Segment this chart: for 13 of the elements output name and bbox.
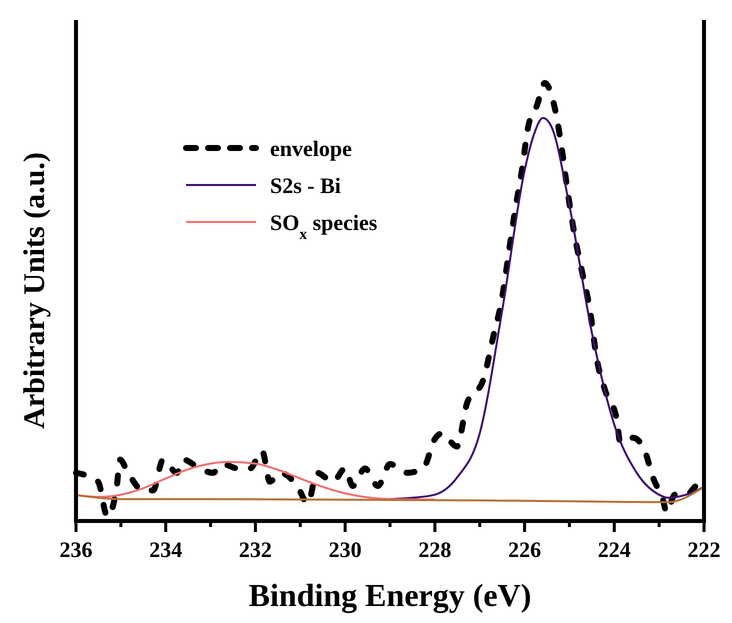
legend-label: S2s - Bi: [270, 173, 341, 198]
x-tick-label: 228: [418, 537, 452, 562]
y-axis-title: Arbitrary Units (a.u.): [18, 152, 51, 429]
x-tick-label: 232: [238, 537, 272, 562]
x-axis-title: Binding Energy (eV): [248, 577, 532, 614]
x-tick-label: 224: [598, 537, 631, 562]
x-tick-label: 234: [149, 537, 182, 562]
x-tick-label: 222: [688, 537, 720, 562]
x-tick-label: 226: [508, 537, 542, 562]
x-tick-label: 236: [60, 537, 92, 562]
x-tick-label: 230: [328, 537, 362, 562]
legend-label: SO$_{x}$ species: [270, 210, 378, 242]
legend-label: envelope: [270, 136, 352, 161]
